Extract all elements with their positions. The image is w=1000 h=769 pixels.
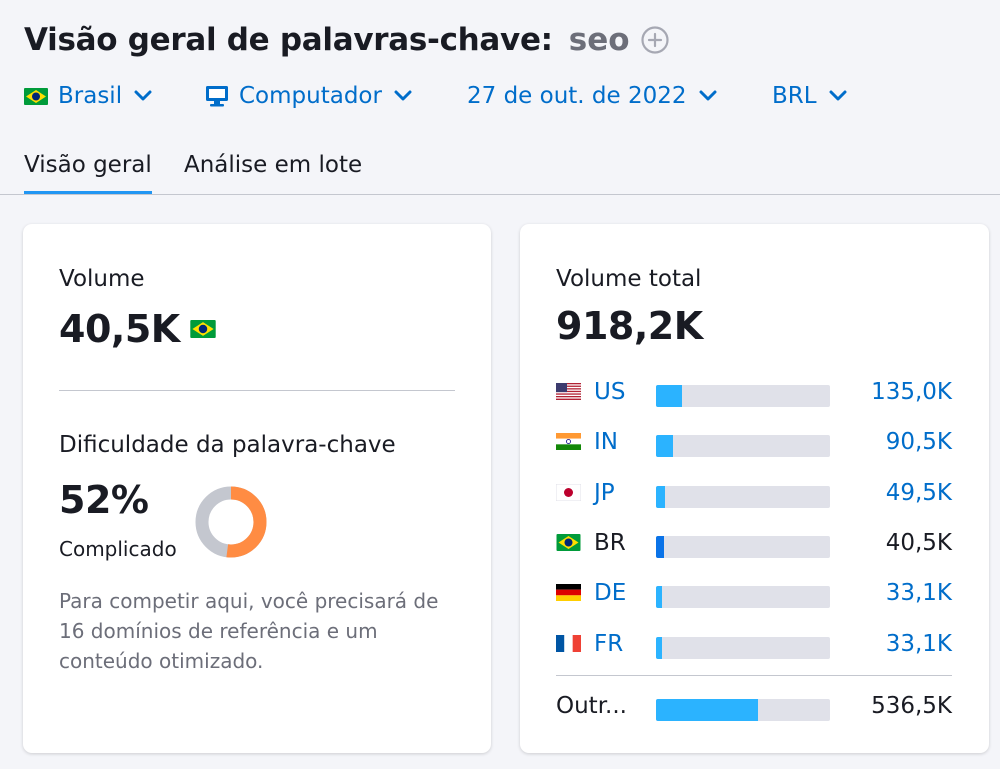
other-value: 536,5K xyxy=(871,693,952,719)
chevron-down-icon xyxy=(394,90,412,102)
country-value-jp[interactable]: 49,5K xyxy=(885,480,952,506)
divider xyxy=(59,390,455,391)
country-row-jp: JP 49,5K xyxy=(556,480,952,510)
divider xyxy=(556,675,952,676)
bar-fill-br xyxy=(656,536,664,558)
difficulty-donut-chart xyxy=(195,486,267,558)
bar-track xyxy=(656,435,830,457)
france-flag-icon xyxy=(556,635,581,652)
country-link-in[interactable]: IN xyxy=(594,429,618,455)
country-row-other: Outr... 536,5K xyxy=(556,693,952,723)
bar-fill-fr xyxy=(656,637,663,659)
tab-bar: Visão geral Análise em lote xyxy=(0,150,1000,195)
bar-track xyxy=(656,536,830,558)
volume-value-row: 40,5K xyxy=(59,304,216,354)
bar-track xyxy=(656,699,830,721)
germany-flag-icon xyxy=(556,584,581,601)
brazil-flag-icon xyxy=(189,320,216,338)
monitor-icon xyxy=(205,85,229,107)
other-label: Outr... xyxy=(556,693,627,719)
bar-fill-jp xyxy=(656,486,666,508)
chevron-down-icon xyxy=(829,90,847,102)
country-value-us[interactable]: 135,0K xyxy=(871,379,952,405)
country-link-jp[interactable]: JP xyxy=(594,480,615,506)
total-volume-card: Volume total 918,2K US 135,0K IN 90,5K J… xyxy=(520,224,989,753)
volume-label: Volume xyxy=(59,266,145,292)
currency-label: BRL xyxy=(772,83,817,109)
date-label: 27 de out. de 2022 xyxy=(467,83,687,109)
country-row-de: DE 33,1K xyxy=(556,580,952,610)
japan-flag-icon xyxy=(556,484,581,501)
total-volume-value: 918,2K xyxy=(556,304,703,348)
country-link-fr[interactable]: FR xyxy=(594,631,624,657)
country-label: Brasil xyxy=(58,83,123,109)
bar-track xyxy=(656,486,830,508)
country-value-fr[interactable]: 33,1K xyxy=(885,631,952,657)
keyword-text: seo xyxy=(568,22,630,58)
tab-overview[interactable]: Visão geral xyxy=(24,152,152,194)
date-dropdown[interactable]: 27 de out. de 2022 xyxy=(467,80,717,112)
filter-bar: Brasil Computador 27 de out. de 2022 BRL xyxy=(24,80,984,112)
usa-flag-icon xyxy=(556,383,581,400)
bar-track xyxy=(656,637,830,659)
total-volume-label: Volume total xyxy=(556,266,702,292)
country-value-br: 40,5K xyxy=(885,530,952,556)
brazil-flag-icon xyxy=(24,87,48,105)
chevron-down-icon xyxy=(134,90,152,102)
currency-dropdown[interactable]: BRL xyxy=(772,80,847,112)
bar-track xyxy=(656,385,830,407)
chevron-down-icon xyxy=(699,90,717,102)
bar-fill-other xyxy=(656,699,758,721)
page-title: Visão geral de palavras-chave: xyxy=(24,22,553,58)
india-flag-icon xyxy=(556,433,581,450)
donut-arc xyxy=(195,486,267,558)
country-value-in[interactable]: 90,5K xyxy=(885,429,952,455)
bar-fill-us xyxy=(656,385,682,407)
difficulty-label: Dificuldade da palavra-chave xyxy=(59,432,396,458)
volume-difficulty-card: Volume 40,5K Dificuldade da palavra-chav… xyxy=(23,224,491,753)
device-label: Computador xyxy=(239,83,382,109)
country-row-us: US 135,0K xyxy=(556,379,952,409)
country-row-br: BR 40,5K xyxy=(556,530,952,560)
country-label-br: BR xyxy=(594,530,626,556)
title-row: Visão geral de palavras-chave: seo xyxy=(24,22,670,58)
country-link-us[interactable]: US xyxy=(594,379,626,405)
country-link-de[interactable]: DE xyxy=(594,580,627,606)
plus-circle-icon[interactable] xyxy=(640,25,670,55)
country-dropdown[interactable]: Brasil xyxy=(24,80,152,112)
difficulty-value: 52% xyxy=(59,478,149,522)
tab-batch-analysis[interactable]: Análise em lote xyxy=(184,152,363,178)
difficulty-description: Para competir aqui, você precisará de 16… xyxy=(59,589,439,673)
country-value-de[interactable]: 33,1K xyxy=(885,580,952,606)
country-row-in: IN 90,5K xyxy=(556,429,952,459)
device-dropdown[interactable]: Computador xyxy=(205,80,412,112)
bar-fill-de xyxy=(656,586,663,608)
country-row-fr: FR 33,1K xyxy=(556,631,952,661)
difficulty-level: Complicado xyxy=(59,537,177,561)
volume-value: 40,5K xyxy=(59,307,180,351)
brazil-flag-icon xyxy=(556,534,581,551)
bar-track xyxy=(656,586,830,608)
bar-fill-in xyxy=(656,435,674,457)
